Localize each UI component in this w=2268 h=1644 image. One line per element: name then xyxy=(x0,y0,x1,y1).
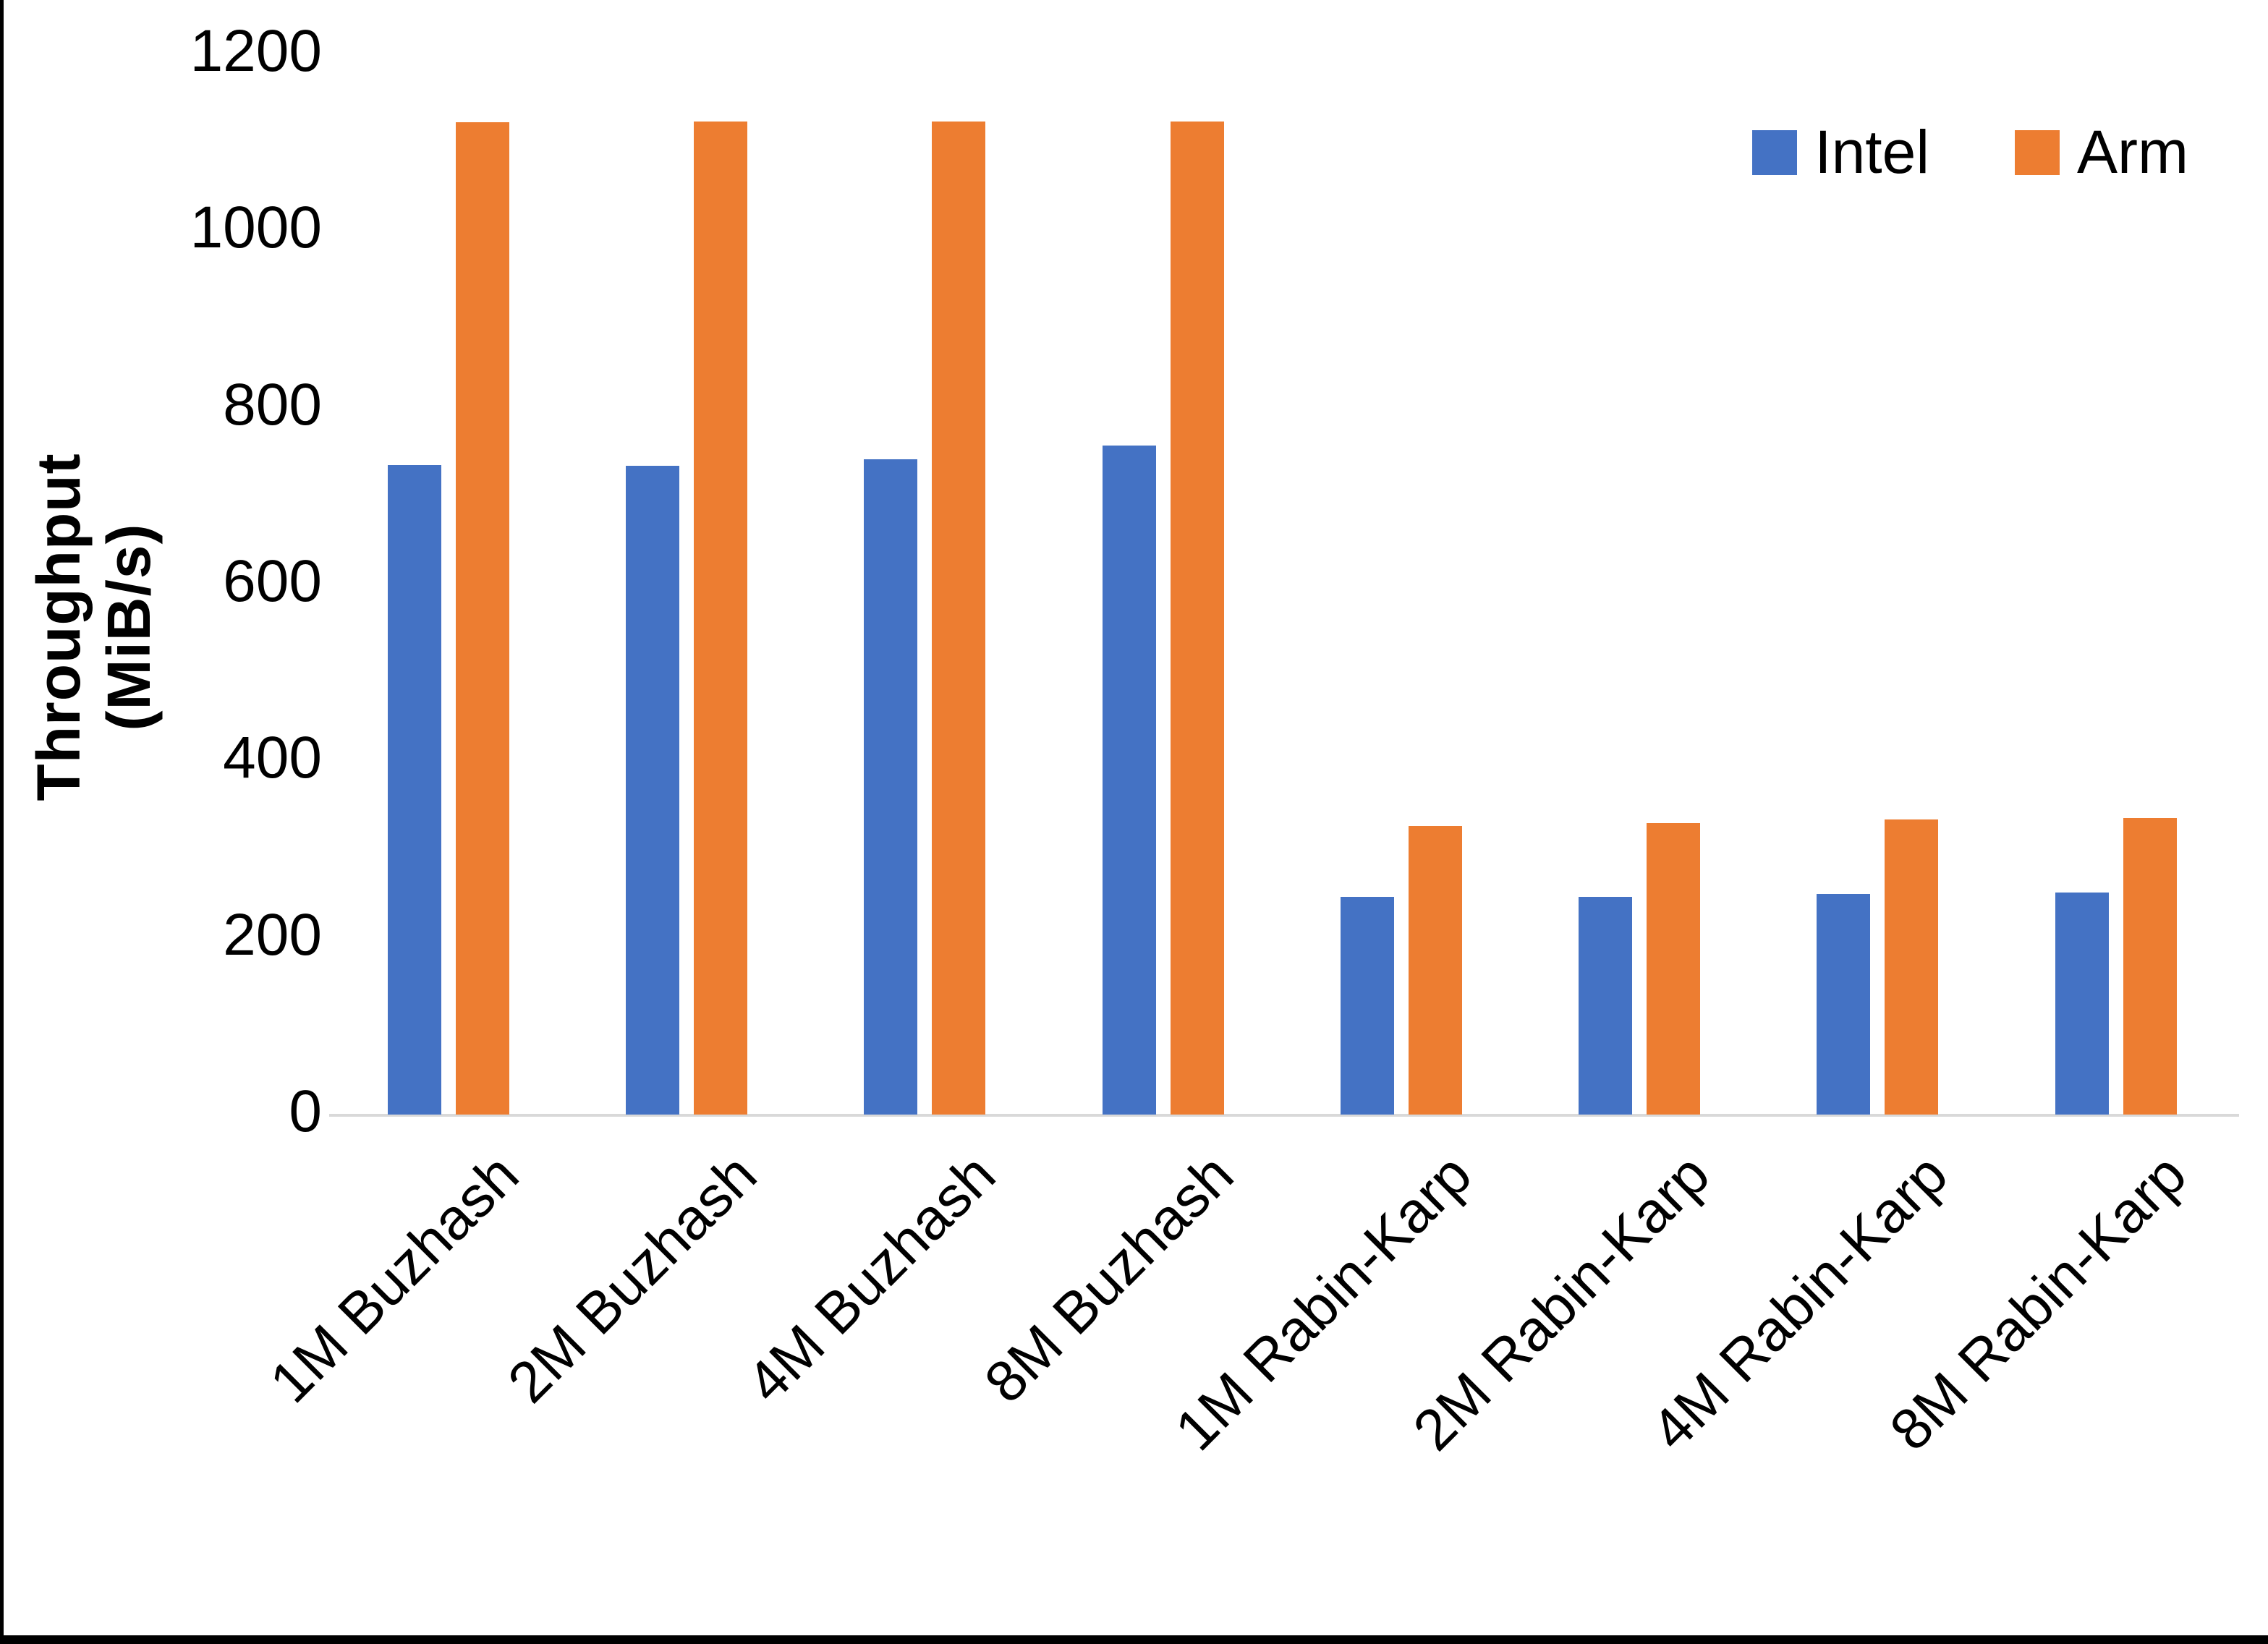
bar-arm-8m-rabin-karp xyxy=(2123,817,2177,1115)
x-category-label-2m-buzhash: 2M Buzhash xyxy=(496,1141,769,1415)
bar-arm-2m-buzhash xyxy=(693,121,747,1115)
legend-item-intel: Intel xyxy=(1752,117,1929,187)
y-tick-label-400: 400 xyxy=(223,725,322,791)
y-tick-label-200: 200 xyxy=(223,901,322,968)
y-tick-label-1000: 1000 xyxy=(190,195,322,261)
bar-intel-1m-buzhash xyxy=(387,465,441,1115)
legend: Intel Arm xyxy=(1752,117,2188,187)
bar-arm-4m-buzhash xyxy=(932,121,986,1115)
x-category-label-4m-buzhash: 4M Buzhash xyxy=(734,1141,1007,1415)
bar-arm-2m-rabin-karp xyxy=(1647,822,1701,1115)
legend-label-intel: Intel xyxy=(1814,118,1930,186)
y-tick-label-1200: 1200 xyxy=(190,18,322,85)
bar-intel-4m-rabin-karp xyxy=(1817,893,1871,1115)
x-axis-line xyxy=(329,1114,2239,1117)
bar-intel-8m-buzhash xyxy=(1102,446,1156,1115)
bar-intel-4m-buzhash xyxy=(864,459,918,1115)
y-tick-label-0: 0 xyxy=(289,1078,322,1145)
legend-item-arm: Arm xyxy=(2015,117,2188,187)
legend-swatch-arm xyxy=(2015,129,2060,175)
bar-intel-8m-rabin-karp xyxy=(2055,893,2109,1115)
y-tick-label-600: 600 xyxy=(223,548,322,615)
bar-intel-2m-rabin-karp xyxy=(1579,897,1633,1115)
bar-intel-1m-rabin-karp xyxy=(1340,897,1394,1115)
bar-arm-8m-buzhash xyxy=(1170,121,1224,1115)
bar-arm-4m-rabin-karp xyxy=(1885,819,1939,1115)
x-category-label-1m-buzhash: 1M Buzhash xyxy=(257,1141,531,1415)
y-tick-label-800: 800 xyxy=(223,371,322,438)
bar-arm-1m-buzhash xyxy=(455,122,509,1115)
legend-swatch-intel xyxy=(1752,129,1798,175)
legend-label-arm: Arm xyxy=(2077,118,2188,186)
bar-intel-2m-buzhash xyxy=(625,466,679,1115)
bar-arm-1m-rabin-karp xyxy=(1408,825,1462,1115)
